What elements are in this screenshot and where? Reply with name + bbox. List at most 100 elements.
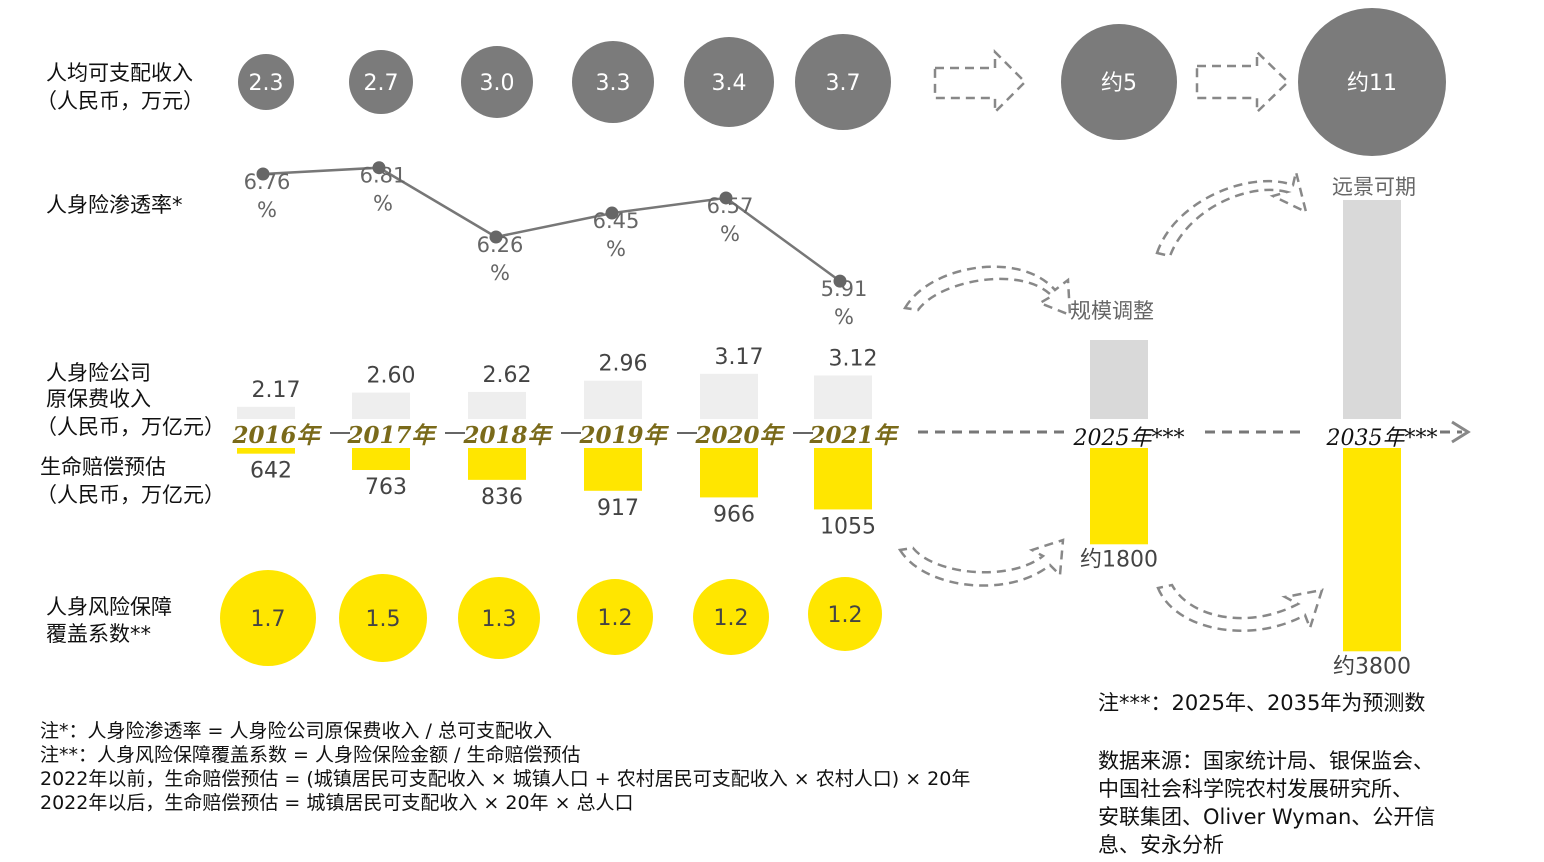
year-label: 2018年 <box>462 422 553 449</box>
penetration-point <box>833 274 847 288</box>
year-label: 2016年 <box>231 422 322 449</box>
income-bubble <box>684 37 774 127</box>
penetration-unit: % <box>373 192 393 216</box>
income-value: 3.7 <box>826 71 861 96</box>
penetration-point <box>372 161 386 175</box>
source-line: 中国社会科学院农村发展研究所、 <box>1098 777 1413 801</box>
curved-arrow-icon <box>897 538 1065 587</box>
year-label: 2020年 <box>694 422 785 449</box>
coverage-value: 1.7 <box>251 607 286 632</box>
penetration-value: 6.26 <box>477 233 524 257</box>
premium-label-line3: （人民币，万亿元） <box>36 415 225 439</box>
coverage-value: 1.3 <box>482 607 517 632</box>
income-value: 2.7 <box>364 71 399 96</box>
life-comp-value: 763 <box>365 475 407 500</box>
income-bubble <box>461 46 533 118</box>
curved-arrow-icon <box>902 265 1072 317</box>
year-label: 2021年 <box>808 422 899 449</box>
penetration-line <box>262 166 841 283</box>
penetration-value: 6.57 <box>707 194 754 218</box>
forecast-arrow-icon <box>1195 49 1290 115</box>
premium-bar <box>468 391 526 419</box>
income-forecast-bubble <box>1061 24 1177 140</box>
footnote-line: 2022年以后，生命赔偿预估 = 城镇居民可支配收入 × 20年 × 总人口 <box>40 792 634 814</box>
premium-value: 3.17 <box>715 345 764 370</box>
penetration-point <box>719 191 733 205</box>
penetration-value: 6.45 <box>593 209 640 233</box>
penetration-unit: % <box>257 198 277 222</box>
income-label-line2: （人民币，万元） <box>36 89 204 113</box>
penetration-unit: % <box>720 222 740 246</box>
income-value: 3.4 <box>712 71 747 96</box>
source-line: 安联集团、Oliver Wyman、公开信 <box>1098 805 1435 829</box>
life-comp-bar <box>584 448 642 491</box>
penetration-value: 5.91 <box>821 277 868 301</box>
forecast-note: 注***：2025年、2035年为预测数 <box>1098 691 1425 715</box>
curved-arrow-icon <box>1155 171 1308 258</box>
life-forecast-value: 约3800 <box>1333 654 1411 679</box>
penetration-value: 6.76 <box>244 170 291 194</box>
coverage-value: 1.5 <box>366 607 401 632</box>
income-label-line1: 人均可支配收入 <box>46 61 193 85</box>
premium-value: 2.62 <box>483 363 532 388</box>
income-value: 3.3 <box>596 71 631 96</box>
year-label: 2017年 <box>346 422 437 449</box>
coverage-label-line2: 覆盖系数** <box>46 622 151 646</box>
income-forecast-bubble <box>1298 8 1446 156</box>
coverage-bubble <box>339 574 427 662</box>
income-bubble <box>572 41 654 123</box>
coverage-label-line1: 人身风险保障 <box>46 595 172 619</box>
life-label-line2: （人民币，万亿元） <box>36 483 225 507</box>
footnote-line: 2022年以前，生命赔偿预估 = (城镇居民可支配收入 × 城镇人口 + 农村居… <box>40 768 970 790</box>
income-bubble <box>795 34 891 130</box>
life-comp-bar <box>468 448 526 480</box>
penetration-point <box>256 167 270 181</box>
coverage-bubble <box>693 579 769 655</box>
life-comp-value: 836 <box>481 485 523 510</box>
income-value: 2.3 <box>249 71 284 96</box>
source-line: 息、安永分析 <box>1098 833 1224 857</box>
forecast-year-label: 2025年*** <box>1073 426 1185 451</box>
penetration-point <box>605 206 619 220</box>
premium-forecast-bar <box>1090 340 1148 419</box>
life-comp-bar <box>814 448 872 510</box>
year-label: 2019年 <box>578 422 669 449</box>
vision-label: 远景可期 <box>1332 175 1416 199</box>
income-forecast-value: 约11 <box>1347 71 1397 96</box>
life-comp-value: 642 <box>250 459 292 484</box>
footnote-line: 注*：人身险渗透率 = 人身险公司原保费收入 / 总可支配收入 <box>40 720 552 742</box>
life-comp-value: 917 <box>597 496 639 521</box>
premium-bar <box>352 392 410 419</box>
scale-adjust-label: 规模调整 <box>1070 299 1154 323</box>
footnote-line: 注**：人身风险保障覆盖系数 = 人身险保险金额 / 生命赔偿预估 <box>40 744 580 766</box>
coverage-value: 1.2 <box>828 603 863 628</box>
life-label-line1: 生命赔偿预估 <box>40 455 166 479</box>
coverage-bubble <box>808 577 882 651</box>
income-forecast-value: 约5 <box>1101 71 1137 96</box>
premium-bar <box>700 373 758 419</box>
premium-bar <box>584 380 642 419</box>
life-forecast-bar <box>1343 448 1401 652</box>
income-bubble <box>349 50 413 114</box>
premium-value: 3.12 <box>829 346 878 371</box>
life-comp-bar <box>352 448 410 471</box>
penetration-unit: % <box>490 261 510 285</box>
premium-forecast-bar <box>1343 200 1401 419</box>
income-value: 3.0 <box>480 71 515 96</box>
penetration-unit: % <box>834 305 854 329</box>
coverage-value: 1.2 <box>714 606 749 631</box>
coverage-bubble <box>220 570 316 666</box>
life-comp-bar <box>237 448 295 454</box>
premium-value: 2.60 <box>367 364 416 389</box>
premium-label-line1: 人身险公司 <box>46 361 151 385</box>
timeline-axis <box>918 420 1471 444</box>
curved-arrow-icon <box>1156 583 1324 632</box>
premium-label-line2: 原保费收入 <box>46 387 151 411</box>
timeline-arrowhead-icon <box>1451 420 1471 444</box>
life-forecast-value: 约1800 <box>1080 547 1158 572</box>
coverage-bubble <box>458 577 540 659</box>
life-comp-value: 966 <box>713 502 755 527</box>
premium-value: 2.96 <box>599 352 648 377</box>
penetration-point <box>489 230 503 244</box>
